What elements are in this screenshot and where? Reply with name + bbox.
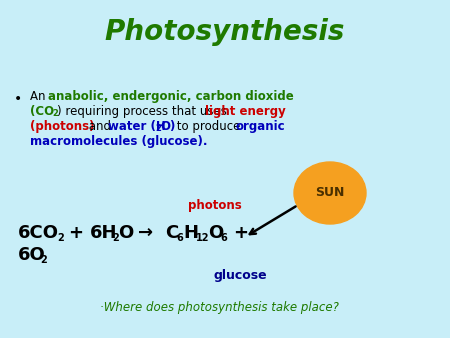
Text: 6: 6 (220, 233, 227, 243)
Text: •: • (14, 92, 22, 106)
Text: ·Where does photosynthesis take place?: ·Where does photosynthesis take place? (100, 301, 339, 314)
Text: 2: 2 (40, 255, 47, 265)
Text: ) requiring process that uses: ) requiring process that uses (57, 105, 230, 118)
Text: 2: 2 (112, 233, 119, 243)
Text: O): O) (160, 120, 176, 133)
Text: water (H: water (H (108, 120, 166, 133)
Text: An: An (30, 90, 49, 103)
Text: 2: 2 (52, 109, 58, 118)
Text: 2: 2 (57, 233, 64, 243)
Text: O: O (208, 224, 223, 242)
Ellipse shape (294, 162, 366, 224)
Text: 12: 12 (196, 233, 210, 243)
Text: +: + (68, 224, 83, 242)
Text: H: H (183, 224, 198, 242)
Text: +: + (233, 224, 248, 242)
Text: photons: photons (188, 198, 242, 212)
Text: SUN: SUN (315, 187, 345, 199)
Text: glucose: glucose (213, 269, 267, 283)
Text: O: O (118, 224, 133, 242)
Text: light energy: light energy (205, 105, 286, 118)
Text: to produce: to produce (173, 120, 244, 133)
Text: 6H: 6H (90, 224, 117, 242)
Text: anabolic, endergonic, carbon dioxide: anabolic, endergonic, carbon dioxide (48, 90, 294, 103)
Text: and: and (85, 120, 115, 133)
Text: organic: organic (235, 120, 284, 133)
Text: C: C (165, 224, 178, 242)
Text: (CO: (CO (30, 105, 54, 118)
Text: 6O: 6O (18, 246, 46, 264)
Text: macromolecules (glucose).: macromolecules (glucose). (30, 135, 207, 148)
Text: Photosynthesis: Photosynthesis (105, 18, 345, 46)
Text: 6CO: 6CO (18, 224, 59, 242)
Text: →: → (138, 224, 153, 242)
Text: (photons): (photons) (30, 120, 94, 133)
Text: 6: 6 (176, 233, 183, 243)
Text: 2: 2 (155, 124, 161, 133)
